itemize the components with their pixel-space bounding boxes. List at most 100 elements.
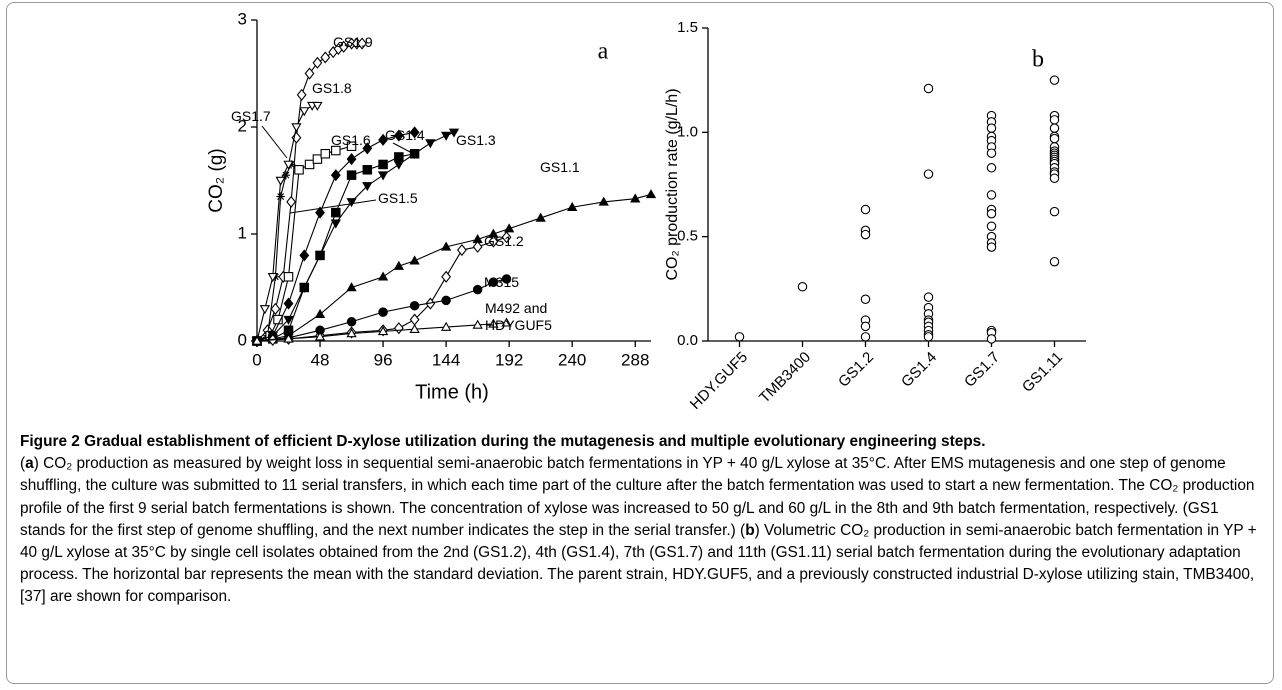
marker <box>346 153 357 166</box>
marker <box>488 235 499 248</box>
x-tick-label: 48 <box>311 350 330 369</box>
caption-text: ) CO₂ production as measured by weight l… <box>20 455 1255 539</box>
marker <box>860 229 871 240</box>
x-tick-label: GS1.11 <box>1019 349 1066 396</box>
marker <box>1049 75 1060 85</box>
marker <box>281 170 291 180</box>
marker <box>315 206 325 219</box>
y-axis-label: CO₂ production rate (g/L/h) <box>664 88 681 280</box>
marker <box>645 189 657 199</box>
marker <box>283 160 294 170</box>
x-tick-label: 192 <box>495 350 523 369</box>
series-label: M315 <box>484 274 520 290</box>
x-tick-label: 0 <box>252 350 261 369</box>
y-tick-label: 1.0 <box>677 123 698 140</box>
marker <box>409 149 420 159</box>
leader-line <box>289 199 377 214</box>
marker <box>1049 123 1060 133</box>
marker <box>377 326 389 336</box>
marker <box>860 204 871 215</box>
figure-charts: 0 1 2 3 CO₂ (g) a 0 48 96 144 192 240 288 Time (h) 0.0… <box>206 9 1086 413</box>
x-axis-label: Time (h) <box>415 381 489 403</box>
marker <box>448 128 460 138</box>
marker <box>986 242 997 252</box>
series-line <box>256 145 352 342</box>
series-label: GS1.4 <box>385 127 425 143</box>
marker <box>377 271 389 281</box>
marker <box>312 56 323 69</box>
y-tick-label: 1 <box>238 223 247 242</box>
caption: Figure 2 Gradual establishment of effici… <box>20 431 1268 609</box>
marker <box>378 159 388 170</box>
marker <box>986 163 997 173</box>
panel-label: a <box>598 39 609 65</box>
marker <box>362 182 373 192</box>
x-tick-label: TMB3400 <box>756 349 814 407</box>
marker <box>304 159 315 170</box>
marker <box>312 154 323 164</box>
marker <box>394 152 404 162</box>
marker <box>283 297 294 310</box>
series-line <box>256 131 455 342</box>
marker <box>346 328 357 338</box>
marker <box>312 101 323 111</box>
marker <box>299 282 310 293</box>
marker <box>860 321 871 332</box>
marker <box>797 281 808 292</box>
marker <box>986 148 997 158</box>
series-label: GS1.5 <box>378 190 418 206</box>
marker <box>456 243 467 257</box>
marker <box>440 131 452 141</box>
marker <box>299 249 310 262</box>
marker <box>535 212 546 222</box>
marker <box>860 332 871 342</box>
marker <box>283 315 294 325</box>
marker <box>923 332 934 342</box>
marker <box>377 171 389 181</box>
series-label: GS1.6 <box>331 132 371 148</box>
marker <box>860 294 871 305</box>
marker <box>362 142 373 155</box>
marker <box>346 316 357 327</box>
marker <box>409 300 420 311</box>
y-tick-label: 1.5 <box>677 19 698 36</box>
marker <box>283 272 294 282</box>
marker <box>330 169 341 182</box>
series-line <box>256 42 363 342</box>
series-label: GS1.2 <box>484 233 524 249</box>
x-tick-label: 288 <box>621 350 649 369</box>
marker <box>346 170 357 180</box>
series-label: GS1.9 <box>333 34 373 50</box>
marker <box>501 317 512 327</box>
y-tick-label: 0 <box>238 330 247 349</box>
marker <box>296 88 307 101</box>
marker <box>304 67 315 80</box>
marker <box>923 169 934 179</box>
marker <box>409 126 420 139</box>
series-label: GS1.1 <box>540 159 580 175</box>
marker <box>1049 133 1060 144</box>
marker <box>378 133 388 146</box>
marker <box>362 165 373 175</box>
marker <box>331 207 341 218</box>
marker <box>338 40 349 53</box>
marker <box>320 149 331 159</box>
marker <box>567 201 578 211</box>
y-axis-label: CO₂ (g) <box>206 148 227 212</box>
marker <box>393 129 404 142</box>
marker <box>314 308 326 318</box>
x-tick-label: GS1.7 <box>961 349 1003 391</box>
marker <box>441 295 451 306</box>
marker <box>1049 115 1060 125</box>
series-label: M492 and HDYGUF5 <box>485 300 552 333</box>
series-line <box>256 322 507 342</box>
marker <box>286 195 297 208</box>
marker <box>1049 256 1060 267</box>
marker <box>409 323 420 333</box>
marker <box>923 292 934 302</box>
x-tick-label: GS1.2 <box>835 349 877 391</box>
marker <box>472 240 483 253</box>
y-tick-label: 2 <box>238 116 247 135</box>
y-tick-label: 3 <box>238 9 247 28</box>
